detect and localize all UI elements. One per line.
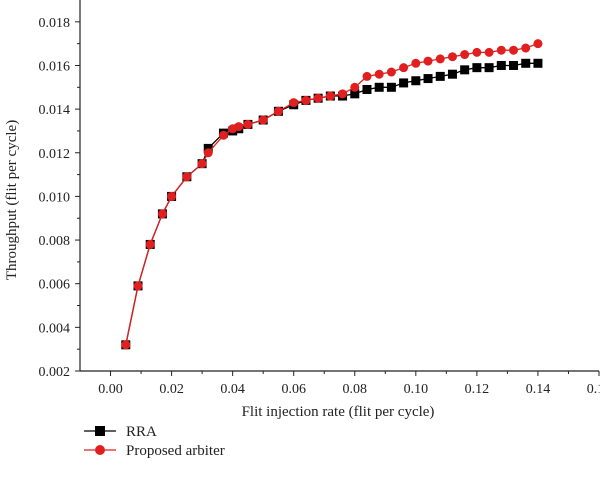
data-point-proposed-arbiter [133,281,143,291]
data-point-proposed-arbiter [386,67,396,77]
legend-label-rra: RRA [126,424,157,440]
data-point-proposed-arbiter [273,106,283,116]
data-point-proposed-arbiter [145,239,155,249]
data-point-proposed-arbiter [182,172,192,182]
series-layer [121,39,543,350]
legend-item-proposed-arbiter: Proposed arbiter [84,443,225,459]
data-point-rra [521,58,531,68]
data-point-proposed-arbiter [533,39,543,49]
data-point-rra [447,69,457,79]
data-point-proposed-arbiter [289,98,299,108]
x-axis-ticks: 0.00 0.02 0.04 0.06 0.08 0.10 0.12 0.14 0.16 [98,371,600,397]
data-point-proposed-arbiter [423,56,433,66]
data-point-proposed-arbiter [362,71,372,81]
data-point-rra [496,60,506,70]
data-point-rra [509,60,519,70]
y-tick-label: 0.006 [39,278,71,293]
data-point-rra [460,65,470,75]
data-point-proposed-arbiter [197,159,207,169]
data-point-rra [484,63,494,73]
x-tick-label: 0.14 [526,382,551,397]
data-point-rra [423,74,433,84]
series-rra [121,58,543,350]
y-tick-label: 0.010 [39,190,71,205]
x-tick-label: 0.06 [281,382,306,397]
data-point-proposed-arbiter [350,82,360,92]
data-point-proposed-arbiter [509,45,519,55]
data-point-proposed-arbiter [121,340,131,350]
legend: RRA Proposed arbiter [84,424,225,459]
data-point-proposed-arbiter [218,130,228,140]
x-tick-label: 0.08 [343,382,368,397]
data-point-proposed-arbiter [435,54,445,64]
legend-label-proposed-arbiter: Proposed arbiter [126,443,225,459]
series-line-proposed-arbiter [125,42,539,345]
y-tick-label: 0.016 [39,59,71,74]
data-point-proposed-arbiter [447,52,457,62]
x-tick-label: 0.02 [159,382,184,397]
data-point-rra [533,58,543,68]
y-tick-label: 0.018 [39,16,71,31]
legend-marker-rra [95,426,105,436]
y-tick-label: 0.004 [39,321,71,336]
data-point-proposed-arbiter [496,45,506,55]
data-point-proposed-arbiter [411,58,421,68]
x-tick-label: 0.04 [220,382,245,397]
y-axis-ticks: 0.002 0.004 0.006 0.008 0.010 0.012 0.014 0.016… [39,16,80,380]
data-point-proposed-arbiter [399,63,409,73]
data-point-rra [411,76,421,86]
series-proposed-arbiter [121,39,543,350]
y-tick-label: 0.014 [39,103,71,118]
x-axis-title: Flit injection rate (flit per cycle) [242,404,435,420]
data-point-rra [374,82,384,92]
data-point-proposed-arbiter [313,93,323,103]
data-point-rra [386,82,396,92]
data-point-rra [399,78,409,88]
y-axis-title: Throughput (flit per cycle) [4,120,20,280]
data-point-proposed-arbiter [472,47,482,57]
data-point-proposed-arbiter [157,209,167,219]
data-point-proposed-arbiter [484,47,494,57]
data-point-rra [435,71,445,81]
data-point-proposed-arbiter [325,91,335,101]
legend-item-rra: RRA [84,424,157,440]
data-point-rra [472,63,482,73]
series-line-rra [125,62,538,345]
data-point-proposed-arbiter [167,191,177,201]
y-tick-label: 0.002 [39,365,71,380]
data-point-rra [350,89,360,99]
data-point-proposed-arbiter [234,122,244,132]
x-tick-label: 0.00 [98,382,123,397]
data-point-proposed-arbiter [374,69,384,79]
data-point-proposed-arbiter [203,148,213,158]
x-tick-label: 0.16 [587,382,600,397]
x-tick-label: 0.12 [465,382,490,397]
legend-marker-proposed-arbiter [95,445,105,455]
data-point-proposed-arbiter [258,115,268,125]
plot-frame [79,0,599,372]
data-point-proposed-arbiter [243,119,253,129]
data-point-proposed-arbiter [521,43,531,53]
data-point-proposed-arbiter [460,50,470,60]
data-point-rra [362,84,372,94]
data-point-proposed-arbiter [338,89,348,99]
x-tick-label: 0.10 [404,382,429,397]
y-tick-label: 0.012 [39,147,71,162]
data-point-proposed-arbiter [301,95,311,105]
y-tick-label: 0.008 [39,234,71,249]
